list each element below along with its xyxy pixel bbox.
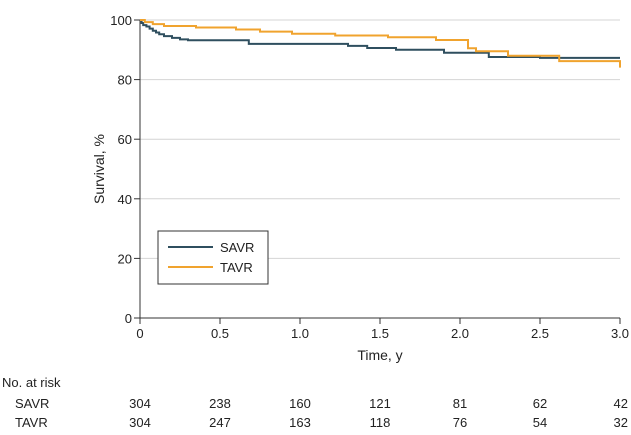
- risk-table: No. at risk SAVR 304 238 160 121 81 62 42 TAVR 304…: [2, 375, 628, 430]
- y-tick-label-40: 40: [118, 192, 132, 207]
- x-tick-label-2.5: 2.5: [531, 326, 549, 341]
- series-layer: [140, 19, 621, 68]
- risk-cell-tavr-2: 163: [289, 415, 311, 430]
- risk-cell-savr-6: 42: [614, 396, 628, 411]
- series-line-tavr: [140, 19, 621, 68]
- risk-cell-savr-4: 81: [453, 396, 467, 411]
- y-tick-label-80: 80: [118, 73, 132, 88]
- grid-layer: [140, 19, 620, 259]
- risk-cell-tavr-3: 118: [370, 415, 391, 430]
- risk-cell-tavr-0: 304: [129, 415, 151, 430]
- risk-cell-savr-0: 304: [129, 396, 151, 411]
- series-line-savr: [140, 19, 620, 59]
- x-tick-label-0: 0: [136, 326, 143, 341]
- risk-cell-tavr-6: 32: [614, 415, 628, 430]
- legend-box: [157, 230, 269, 285]
- x-tick-label-3.0: 3.0: [611, 326, 629, 341]
- y-tick-label-60: 60: [118, 132, 132, 147]
- legend: SAVR TAVR: [157, 230, 269, 285]
- risk-cell-tavr-1: 247: [209, 415, 231, 430]
- risk-table-title: No. at risk: [2, 375, 61, 390]
- legend-label-tavr: TAVR: [220, 260, 253, 275]
- x-axis-title: Time, y: [357, 347, 402, 363]
- x-tick-label-1.5: 1.5: [371, 326, 389, 341]
- risk-row-label-savr: SAVR: [15, 396, 49, 411]
- y-tick-label-100: 100: [110, 13, 132, 28]
- y-tick-label-20: 20: [118, 251, 132, 266]
- risk-row-label-tavr: TAVR: [15, 415, 48, 430]
- risk-cell-savr-2: 160: [289, 396, 311, 411]
- x-tick-label-0.5: 0.5: [211, 326, 229, 341]
- legend-label-savr: SAVR: [220, 240, 254, 255]
- y-tick-label-0: 0: [125, 311, 132, 326]
- x-tick-label-2.0: 2.0: [451, 326, 469, 341]
- risk-cell-savr-5: 62: [533, 396, 547, 411]
- x-tick-label-1.0: 1.0: [291, 326, 309, 341]
- risk-cell-tavr-5: 54: [533, 415, 547, 430]
- risk-cell-tavr-4: 76: [453, 415, 467, 430]
- axes-layer: 0 20 40 60 80 100 0 0.5 1.0 1.5 2.0 2.5 3.0 Time, y Su…: [91, 13, 629, 363]
- risk-cell-savr-1: 238: [209, 396, 231, 411]
- risk-cell-savr-3: 121: [369, 396, 391, 411]
- y-axis-title: Survival, %: [91, 134, 107, 204]
